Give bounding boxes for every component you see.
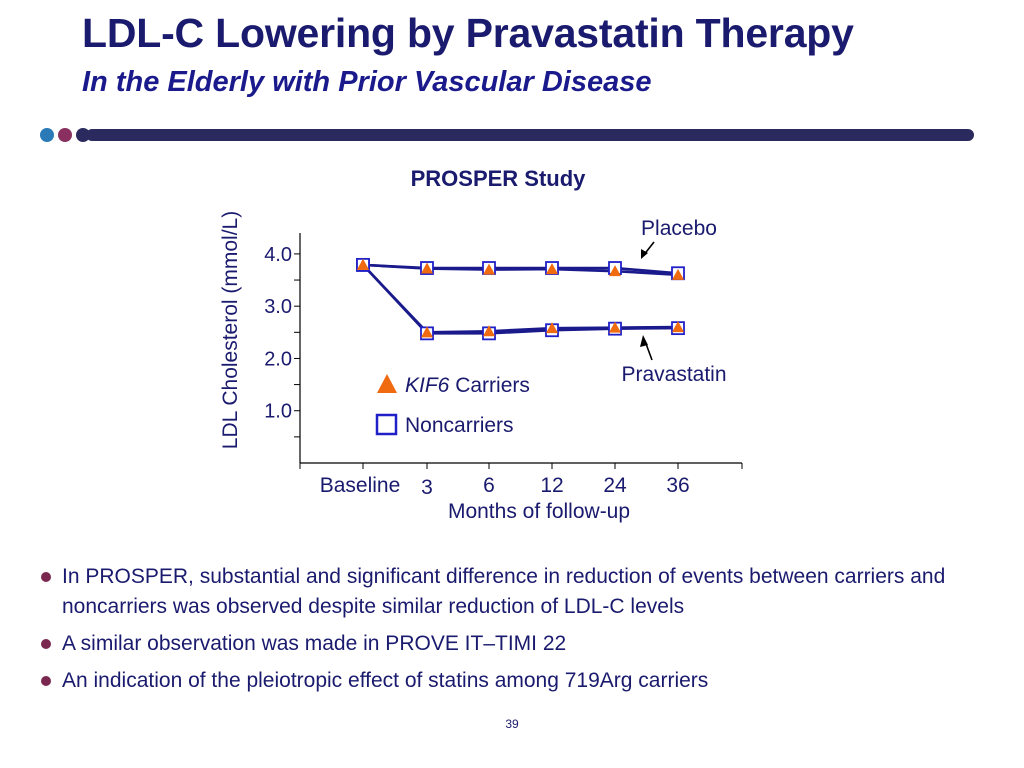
legend-square-icon <box>375 413 398 436</box>
carrier-marker <box>672 321 684 333</box>
placebo-annotation: Placebo <box>641 217 717 240</box>
divider-dot-3 <box>76 128 90 142</box>
carrier-marker <box>609 265 621 277</box>
legend-triangle-icon <box>377 374 397 393</box>
legend-carriers-label: KIF6 Carriers <box>405 374 530 397</box>
bullet-list: In PROSPER, substantial and significant … <box>38 562 1018 703</box>
carrier-marker <box>421 326 433 338</box>
pravastatin-annotation: Pravastatin <box>621 363 726 386</box>
series-line <box>362 263 679 334</box>
x-tick-label: 36 <box>666 474 689 497</box>
series-line <box>362 263 679 277</box>
carrier-marker <box>421 262 433 274</box>
carrier-marker <box>483 325 495 337</box>
y-tick-label: 4.0 <box>264 244 292 266</box>
bullet-item: An indication of the pleiotropic effect … <box>38 666 1018 696</box>
x-tick-label: 24 <box>603 474 627 497</box>
placebo-arrow-head <box>641 249 648 259</box>
bullet-item: A similar observation was made in PROVE … <box>38 629 1018 659</box>
carrier-marker <box>609 321 621 333</box>
bullet-item: In PROSPER, substantial and significant … <box>38 562 1018 622</box>
y-tick-label: 2.0 <box>264 348 292 370</box>
x-tick-label: Baseline <box>320 474 401 497</box>
divider-bar <box>86 129 974 141</box>
y-axis-label: LDL Cholesterol (mmol/L) <box>219 211 242 449</box>
carrier-marker <box>483 263 495 275</box>
x-tick-label: 12 <box>540 474 563 497</box>
divider-dot-1 <box>40 128 54 142</box>
y-tick-label: 3.0 <box>264 296 292 318</box>
y-tick-label: 1.0 <box>264 401 292 423</box>
x-axis-label: Months of follow-up <box>448 500 630 523</box>
title-divider <box>40 128 974 142</box>
carrier-marker <box>357 258 369 270</box>
legend-noncarriers-label: Noncarriers <box>405 414 514 437</box>
x-tick-label: 6 <box>483 474 495 497</box>
carrier-marker <box>672 268 684 280</box>
carrier-marker <box>546 263 558 275</box>
page-number: 39 <box>505 717 519 731</box>
series-line <box>362 263 679 335</box>
divider-dot-2 <box>58 128 72 142</box>
chart-title: PROSPER Study <box>411 166 587 191</box>
x-tick-label: 3 <box>421 476 433 499</box>
carrier-marker <box>546 322 558 334</box>
slide-subtitle: In the Elderly with Prior Vascular Disea… <box>82 66 652 98</box>
ldl-chart: PROSPER Study LDL Cholesterol (mmol/L) 1.0… <box>219 166 743 523</box>
slide-title: LDL-C Lowering by Pravastatin Therapy <box>82 10 854 56</box>
pravastatin-arrow-head <box>640 335 648 347</box>
